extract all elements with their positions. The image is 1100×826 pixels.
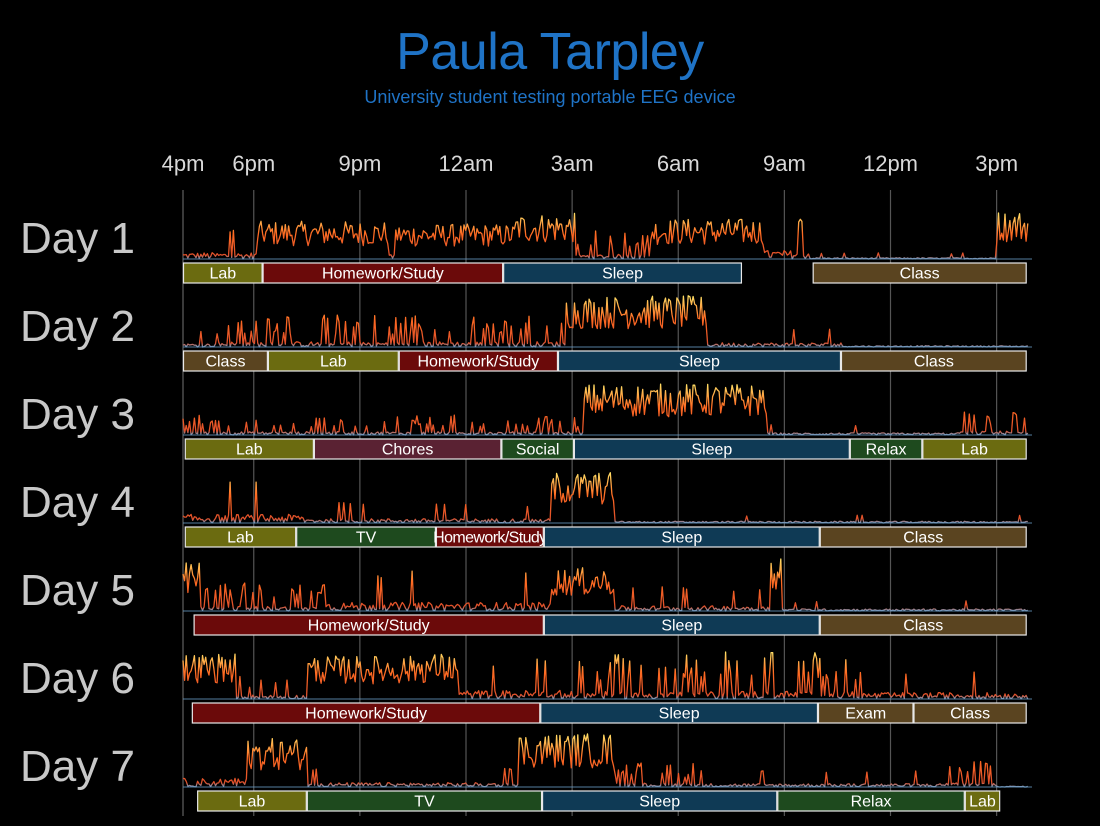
eeg-signal-line [183, 733, 1029, 788]
activity-bar [777, 790, 965, 812]
activity-label: Sleep [602, 266, 643, 283]
activity-bar [503, 262, 743, 284]
eeg-signal-line [182, 472, 1028, 524]
activity-bar [296, 526, 437, 548]
activity-bar [262, 262, 504, 284]
x-axis-ticks: 4pm 6pm 9pm 12am 3am 6am 9am 12pm 3pm [162, 151, 1018, 176]
activity-label: Class [903, 618, 943, 635]
activity-bar [964, 790, 1001, 812]
activity-label: Lab [209, 266, 236, 283]
activity-label: Sleep [661, 530, 702, 547]
activity-label: Lab [227, 530, 254, 547]
activity-bar [306, 790, 543, 812]
activity-bar [182, 262, 263, 284]
activity-label: Lab [320, 354, 347, 371]
day-row: Day 5 Homework/Study Sleep Class [20, 558, 1032, 636]
day-label: Day 1 [20, 214, 135, 263]
day-label: Day 4 [20, 478, 135, 527]
eeg-signal-line [182, 212, 1029, 260]
activity-label: Sleep [691, 442, 732, 459]
activity-label: Chores [382, 442, 434, 459]
activity-label: Homework/Study [322, 266, 444, 283]
activity-bar [922, 438, 1027, 460]
day-row: Day 4 Lab TV Homework/Study Sleep Class [20, 472, 1032, 548]
activity-label: Class [903, 530, 943, 547]
activity-bar [435, 526, 544, 548]
activity-label: TV [356, 530, 377, 547]
day-row: Day 2 Class Lab Homework/Study Sleep Class [20, 295, 1032, 372]
activity-bar [184, 526, 297, 548]
activity-label: Social [516, 442, 560, 459]
eeg-signal-line [182, 383, 1029, 436]
activity-bar [849, 438, 923, 460]
eeg-signal-line [182, 295, 1028, 348]
activity-bar [541, 790, 778, 812]
activity-label: Lab [961, 442, 988, 459]
day-label: Day 3 [20, 390, 135, 439]
page-title: Paula Tarpley [396, 23, 704, 81]
activity-bar [817, 702, 914, 724]
x-tick-label: 3pm [975, 151, 1018, 176]
activity-bar [557, 350, 842, 372]
eeg-signal-line [182, 651, 1029, 700]
x-tick-label: 12am [438, 151, 493, 176]
activity-label: Sleep [661, 618, 702, 635]
activity-bar [819, 526, 1027, 548]
activity-bar [501, 438, 574, 460]
activity-bar [184, 438, 314, 460]
eeg-signal-line [182, 558, 1029, 612]
x-tick-label: 3am [551, 151, 594, 176]
x-tick-label: 9am [763, 151, 806, 176]
day-label: Day 7 [20, 742, 135, 791]
activity-label: Lab [239, 794, 266, 811]
activity-label: Class [950, 706, 990, 723]
activity-label: Relax [866, 442, 907, 459]
activity-bar [573, 438, 850, 460]
day-row: Day 3 Lab Chores Social Sleep Relax Lab [20, 383, 1032, 460]
activity-label: Sleep [659, 706, 700, 723]
activity-label: Homework/Study [417, 354, 539, 371]
day-row: Day 1 Lab Homework/Study Sleep Class [20, 212, 1032, 284]
activity-bar [193, 614, 544, 636]
activity-label: Class [914, 354, 954, 371]
activity-label: Sleep [639, 794, 680, 811]
activity-label: Lab [236, 442, 263, 459]
activity-bar [398, 350, 559, 372]
day-rows: Day 1 Lab Homework/Study Sleep Class Day 2 Cla… [20, 212, 1032, 812]
x-tick-label: 6pm [232, 151, 275, 176]
activity-bar [812, 262, 1027, 284]
day-label: Day 6 [20, 654, 135, 703]
activity-label: Homework/Study [305, 706, 427, 723]
activity-bar [182, 350, 269, 372]
day-label: Day 2 [20, 302, 135, 351]
page-subtitle: University student testing portable EEG … [364, 87, 736, 107]
activity-bar [540, 702, 819, 724]
x-tick-label: 4pm [162, 151, 205, 176]
day-label: Day 5 [20, 566, 135, 615]
activity-bar [197, 790, 307, 812]
activity-label: Relax [851, 794, 892, 811]
activity-bar [840, 350, 1027, 372]
activity-label: Exam [845, 706, 886, 723]
x-tick-label: 9pm [338, 151, 381, 176]
day-row: Day 7 Lab TV Sleep Relax Lab [20, 733, 1032, 812]
x-tick-label: 12pm [863, 151, 918, 176]
activity-bar [313, 438, 502, 460]
activity-label: Class [205, 354, 245, 371]
day-row: Day 6 Homework/Study Sleep Exam Class [20, 651, 1032, 724]
activity-bar [191, 702, 541, 724]
activity-label: Homework/Study [433, 530, 547, 547]
activity-bar [267, 350, 399, 372]
activity-bar [543, 526, 820, 548]
activity-bar [543, 614, 820, 636]
activity-label: Sleep [679, 354, 720, 371]
x-tick-label: 6am [657, 151, 700, 176]
activity-label: Lab [969, 794, 996, 811]
activity-label: Class [900, 266, 940, 283]
activity-label: Homework/Study [308, 618, 430, 635]
activity-label: TV [414, 794, 435, 811]
activity-bar [913, 702, 1027, 724]
activity-bar [819, 614, 1027, 636]
